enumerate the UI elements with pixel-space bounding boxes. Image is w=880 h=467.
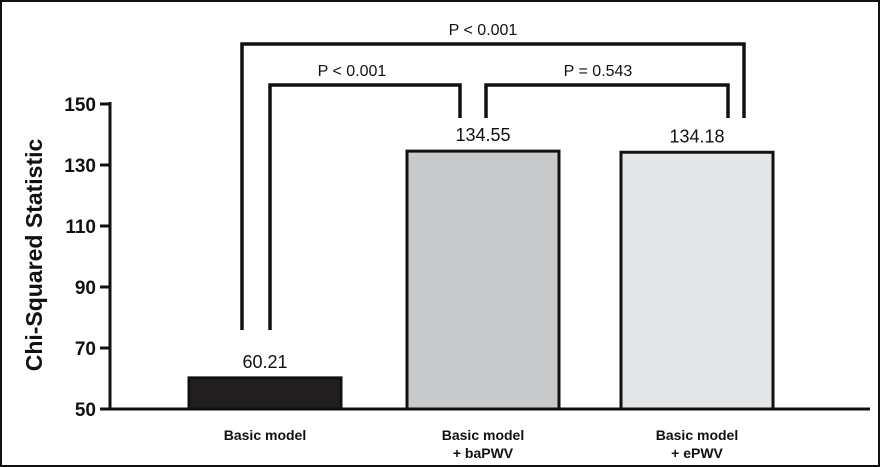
y-tick-label: 90 bbox=[75, 278, 96, 299]
significance-bracket bbox=[484, 83, 730, 118]
bar bbox=[619, 150, 775, 411]
p-value-label: P = 0.543 bbox=[564, 63, 633, 80]
bar bbox=[405, 149, 561, 411]
significance-bracket bbox=[268, 83, 462, 330]
y-tick-label: 150 bbox=[64, 95, 96, 116]
bar-value-label: 134.55 bbox=[455, 125, 510, 145]
y-tick-label: 70 bbox=[75, 339, 96, 360]
significance-bracket bbox=[240, 42, 746, 330]
p-value-label: P < 0.001 bbox=[449, 22, 518, 39]
significance-brackets: P < 0.001 P = 0.543 P < 0.001 bbox=[240, 22, 746, 330]
y-tick-label: 110 bbox=[65, 217, 96, 238]
p-value-label: P < 0.001 bbox=[318, 63, 387, 80]
x-category-label: + baPWV bbox=[453, 445, 514, 461]
x-category-label: Basic model bbox=[224, 427, 306, 443]
bar-value-label: 134.18 bbox=[669, 126, 724, 146]
x-category-label: Basic model bbox=[442, 427, 524, 443]
bars bbox=[187, 149, 775, 411]
y-tick-label: 130 bbox=[64, 156, 96, 177]
bar bbox=[187, 376, 343, 411]
bar-value-label: 60.21 bbox=[242, 352, 287, 372]
labels: 60.21 Basic model 134.55 Basic model + baPWV… bbox=[224, 125, 738, 461]
x-category-label: Basic model bbox=[656, 427, 738, 443]
x-category-label: + ePWV bbox=[671, 445, 723, 461]
y-axis-label: Chi-Squared Statistic bbox=[21, 139, 47, 372]
y-tick-label: 50 bbox=[75, 400, 96, 421]
